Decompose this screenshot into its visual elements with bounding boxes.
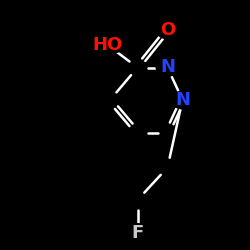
Text: F: F bbox=[132, 224, 143, 242]
Text: O: O bbox=[160, 21, 175, 39]
Text: N: N bbox=[175, 91, 190, 109]
Ellipse shape bbox=[90, 36, 125, 54]
Text: N: N bbox=[160, 58, 175, 76]
Ellipse shape bbox=[156, 59, 179, 76]
Ellipse shape bbox=[171, 91, 194, 109]
Ellipse shape bbox=[156, 21, 179, 39]
Text: HO: HO bbox=[92, 36, 122, 54]
Ellipse shape bbox=[126, 224, 149, 241]
